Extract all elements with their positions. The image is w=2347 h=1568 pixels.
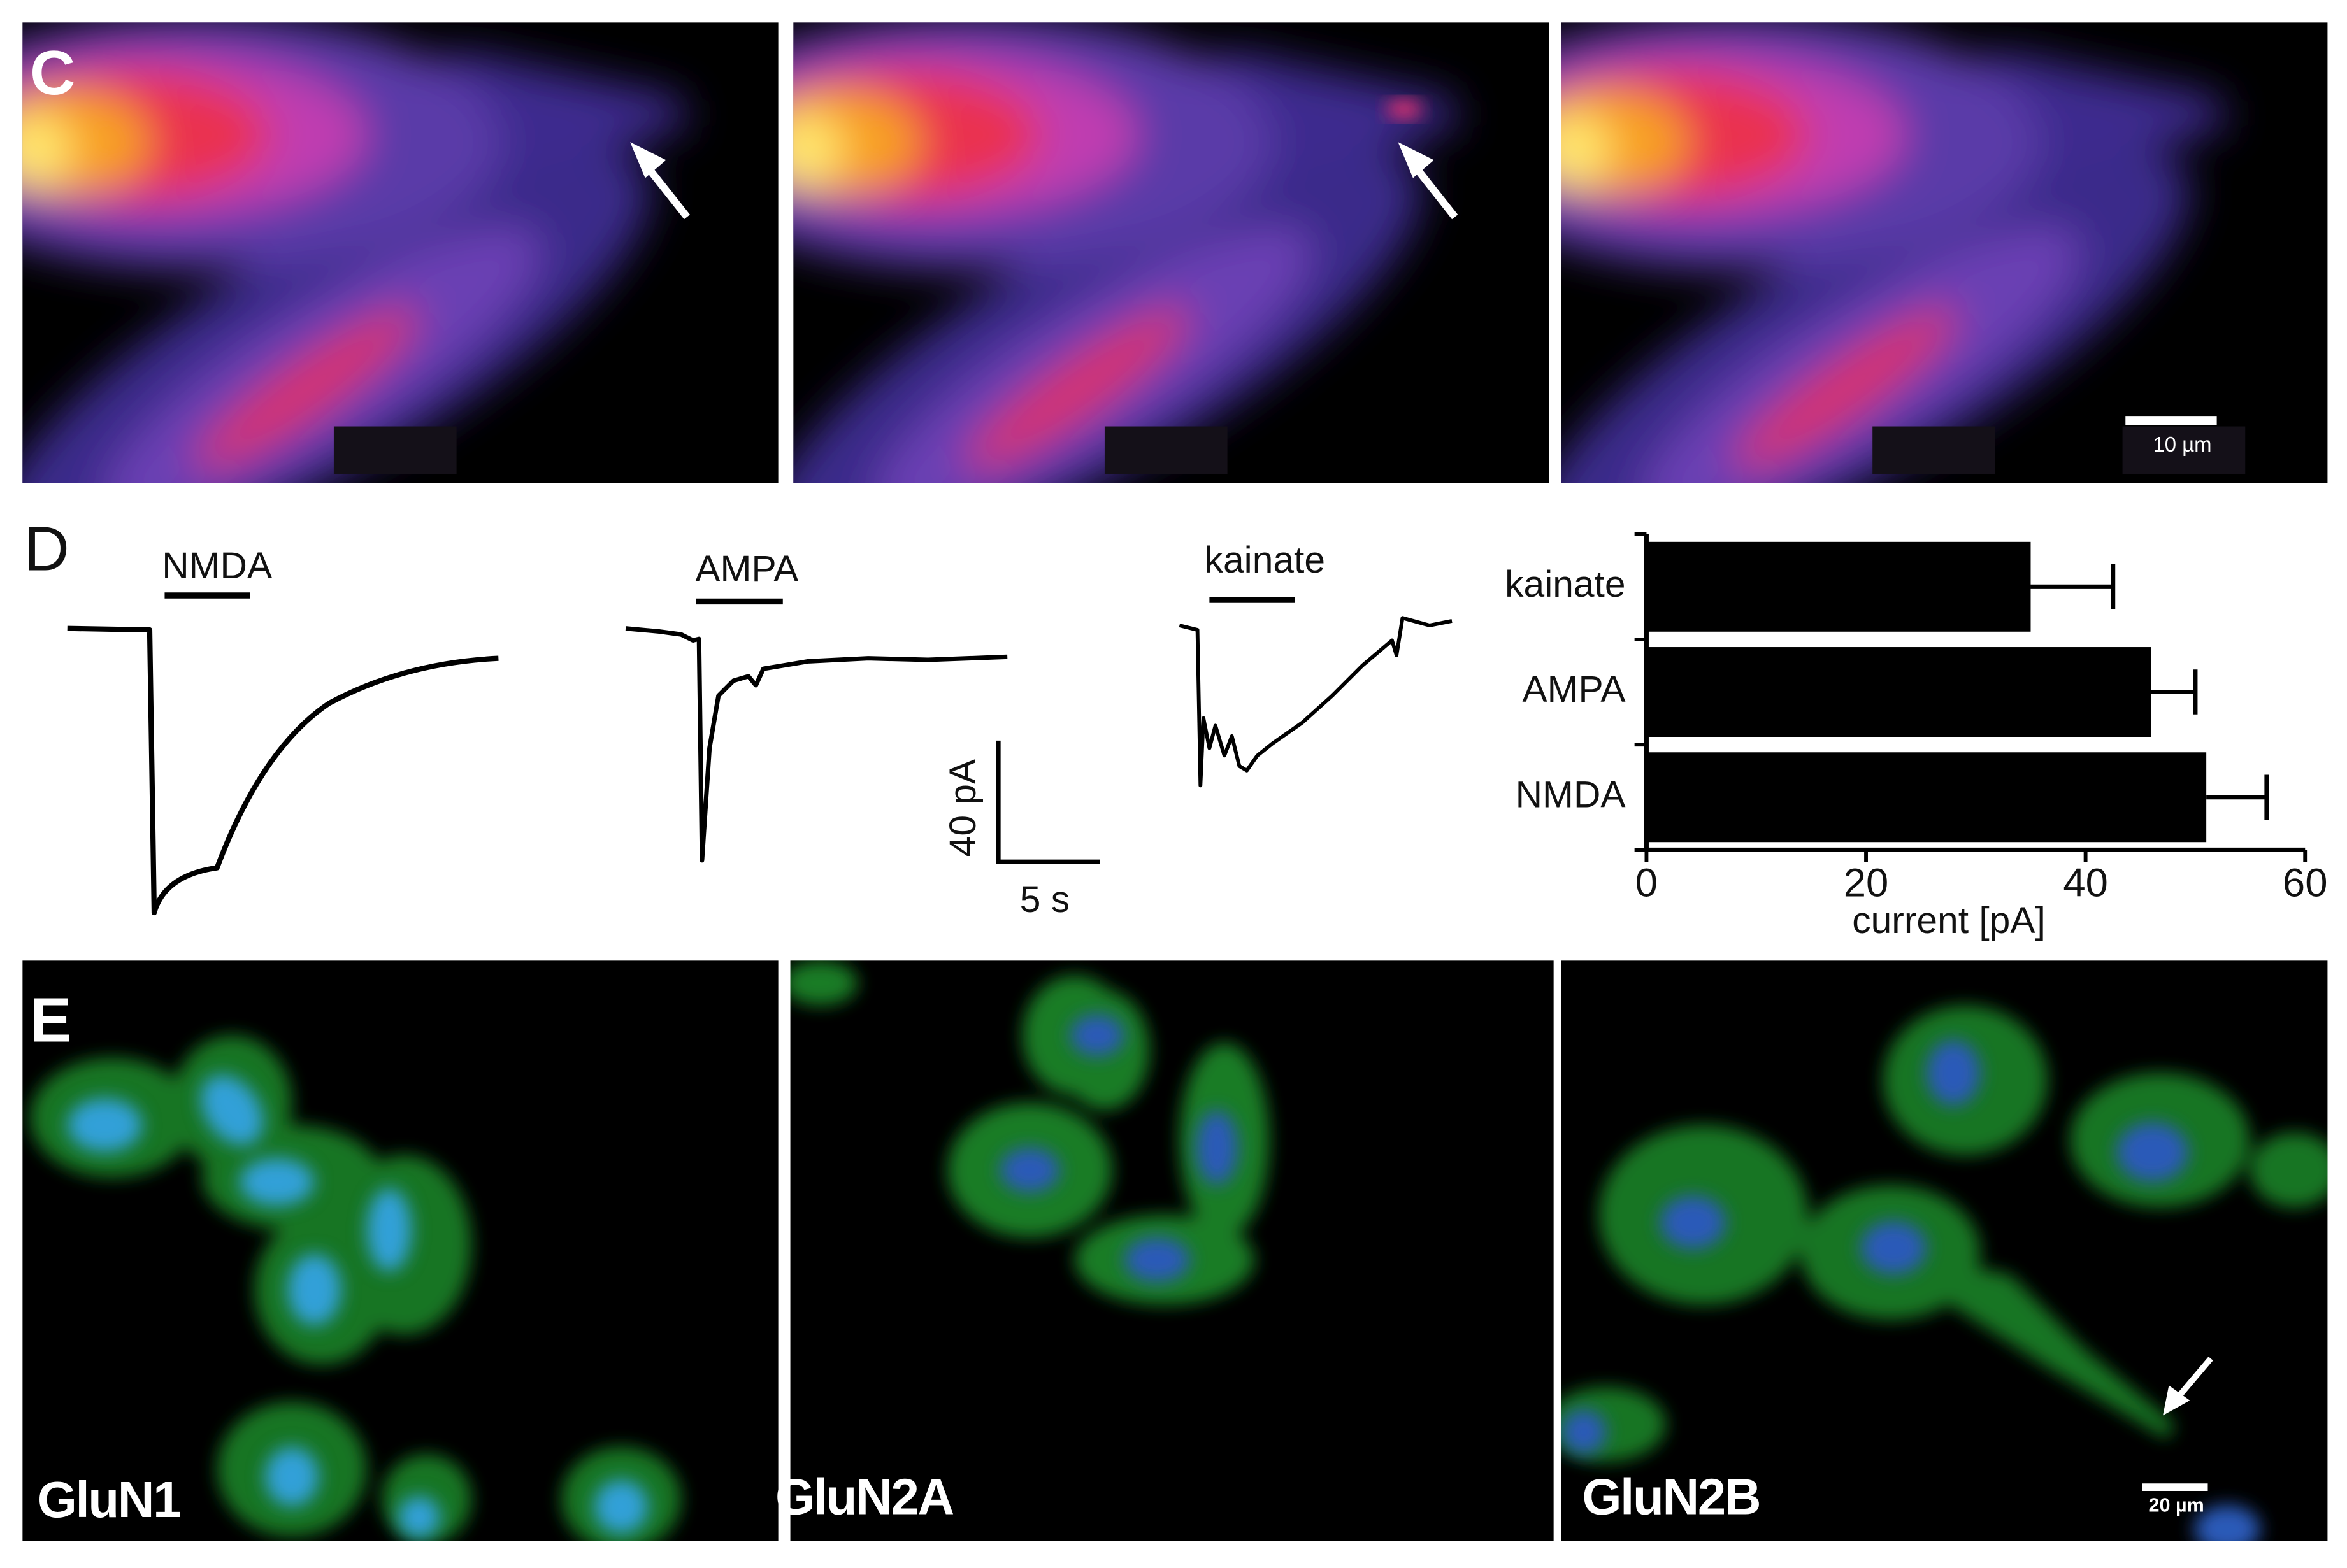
x-tick-label: 0 <box>1635 861 1658 906</box>
trace-label: AMPA <box>695 548 799 590</box>
image-c1 <box>0 22 779 643</box>
panel-label: D <box>24 513 69 583</box>
trace <box>67 625 499 916</box>
image-label: GluN2A <box>775 1468 953 1525</box>
bar <box>1646 647 2151 737</box>
image-e2 <box>790 960 1554 1541</box>
y-tick-label: kainate <box>1505 564 1625 605</box>
bar <box>1646 752 2207 843</box>
image-label: GluN2B <box>1582 1468 1760 1525</box>
trace-label: kainate <box>1205 539 1325 581</box>
image-e1 <box>22 960 779 1541</box>
error-bar <box>2206 774 2269 820</box>
error-bar <box>2151 669 2198 715</box>
x-axis-label: current [pA] <box>1852 900 2046 941</box>
scale-bar <box>996 740 1100 864</box>
x-tick-label: 60 <box>2283 861 2328 906</box>
scale-x-label: 5 s <box>1020 879 1070 920</box>
y-tick-label: NMDA <box>1516 774 1626 815</box>
trace-label: NMDA <box>162 545 273 587</box>
image-label: GluN1 <box>38 1471 180 1528</box>
x-tick-label: 20 <box>1844 861 1889 906</box>
scale-y-label: 40 pA <box>942 759 984 857</box>
image-c2 <box>673 22 1549 643</box>
error-bar <box>2030 564 2116 609</box>
scale-bar-label: 20 µm <box>2149 1495 2204 1516</box>
trace <box>1179 616 1453 788</box>
y-tick-label: AMPA <box>1522 669 1626 710</box>
panel-label: C <box>30 38 75 108</box>
panel-label: E <box>30 985 72 1055</box>
scale-bar-label: 10 µm <box>2153 432 2212 456</box>
bar-chart: current [pA] 0 20 40 60 kainate AMPA NMDA <box>1505 532 2328 941</box>
x-tick-label: 40 <box>2063 861 2108 906</box>
image-c3 <box>1561 22 2328 643</box>
bar <box>1646 541 2031 632</box>
trace <box>625 626 1008 863</box>
image-e3 <box>1561 960 2328 1541</box>
